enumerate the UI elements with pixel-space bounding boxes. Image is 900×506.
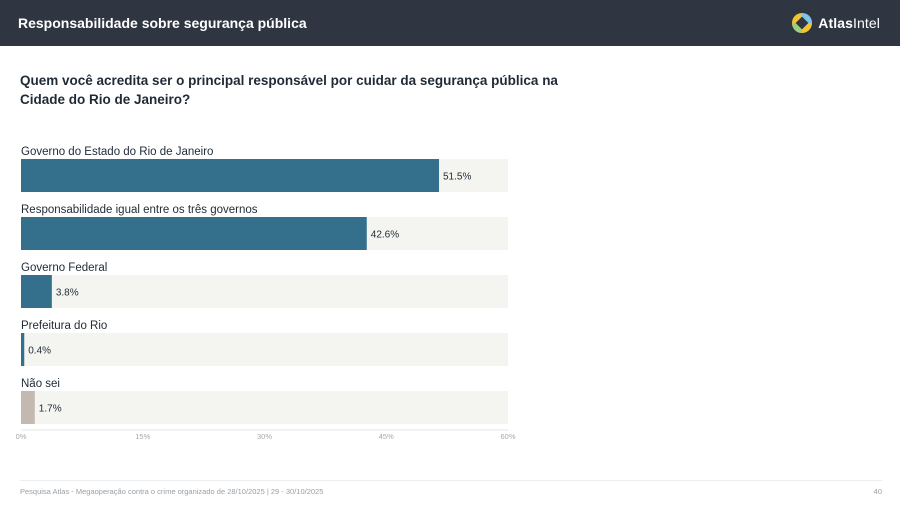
brand-name: AtlasIntel [818, 15, 880, 31]
data-label: 3.8% [56, 288, 79, 299]
category-label: Prefeitura do Rio [21, 320, 107, 332]
brand-name-light: Intel [853, 15, 880, 31]
bar [21, 217, 367, 250]
bar [21, 159, 440, 192]
data-label: 42.6% [371, 230, 399, 241]
header-bar: Responsabilidade sobre segurança pública… [0, 0, 900, 46]
bar-track [21, 333, 508, 366]
x-tick-label: 15% [135, 432, 150, 441]
bar [21, 333, 25, 366]
footer-divider [20, 480, 882, 481]
brand-name-bold: Atlas [818, 15, 854, 31]
footer-source: Pesquisa Atlas - Megaoperação contra o c… [20, 487, 324, 496]
category-label: Governo do Estado do Rio de Janeiro [21, 146, 213, 158]
bar-track [21, 391, 508, 424]
bar [21, 391, 35, 424]
data-label: 1.7% [39, 404, 62, 415]
data-label: 51.5% [443, 172, 471, 183]
brand: AtlasIntel [791, 12, 880, 34]
data-label: 0.4% [28, 346, 51, 357]
category-label: Não sei [21, 378, 60, 390]
atlasintel-logo-icon [792, 13, 813, 33]
page-title: Responsabilidade sobre segurança pública [18, 15, 307, 31]
bar-track [21, 275, 508, 308]
x-tick-label: 60% [500, 432, 515, 441]
page-number: 40 [873, 487, 882, 496]
survey-question: Quem você acredita ser o principal respo… [20, 73, 558, 107]
x-tick-label: 0% [16, 432, 27, 441]
category-label: Governo Federal [21, 262, 107, 274]
bar [21, 275, 52, 308]
x-tick-label: 30% [257, 432, 272, 441]
category-label: Responsabilidade igual entre os três gov… [21, 204, 258, 216]
x-tick-label: 45% [379, 432, 394, 441]
